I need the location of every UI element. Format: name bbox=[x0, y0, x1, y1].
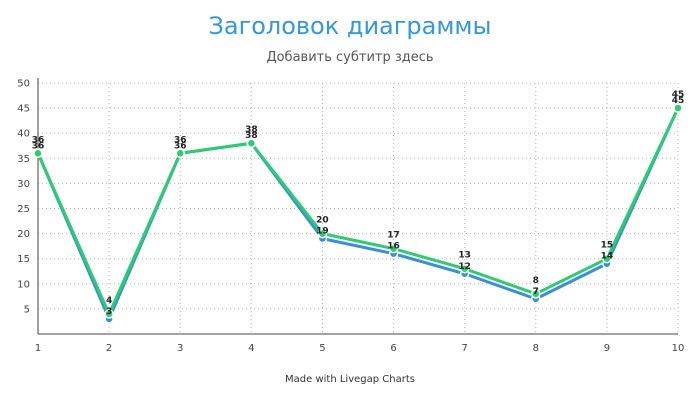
x-tick-label: 9 bbox=[604, 343, 610, 354]
data-label: 36 bbox=[32, 135, 45, 145]
data-point bbox=[602, 253, 612, 264]
data-point bbox=[459, 263, 470, 274]
axes bbox=[37, 78, 678, 335]
x-tick-label: 5 bbox=[319, 343, 325, 354]
chart-title: Заголовок диаграммы bbox=[208, 12, 492, 40]
data-label: 36 bbox=[174, 135, 187, 145]
y-tick-label: 10 bbox=[17, 279, 30, 290]
data-label: 38 bbox=[245, 131, 258, 141]
data-label: 16 bbox=[387, 242, 400, 252]
x-tick-label: 4 bbox=[248, 343, 254, 354]
data-label: 15 bbox=[601, 241, 614, 251]
y-tick-label: 15 bbox=[17, 254, 30, 265]
x-tick-label: 3 bbox=[177, 343, 183, 354]
y-tick-label: 20 bbox=[17, 229, 30, 240]
data-label: 45 bbox=[672, 90, 685, 100]
data-label: 13 bbox=[458, 251, 471, 261]
x-tick-label: 2 bbox=[106, 343, 112, 354]
y-tick-label: 45 bbox=[17, 104, 30, 115]
data-label: 19 bbox=[316, 227, 329, 237]
data-point bbox=[317, 228, 328, 239]
data-point bbox=[175, 148, 185, 159]
y-tick-label: 40 bbox=[17, 129, 30, 140]
series-line-2 bbox=[36, 107, 680, 316]
data-label: 36 bbox=[174, 141, 187, 151]
data-label: 38 bbox=[245, 125, 258, 135]
y-tick-label: 25 bbox=[17, 204, 30, 215]
y-tick-label: 5 bbox=[24, 304, 30, 315]
data-point bbox=[673, 103, 683, 113]
data-label: 8 bbox=[533, 276, 539, 286]
grid-lines bbox=[38, 82, 679, 334]
data-point bbox=[104, 309, 114, 319]
footer-credit: Made with Livegap Charts bbox=[285, 374, 415, 385]
data-label: 4 bbox=[106, 296, 112, 306]
data-point bbox=[33, 148, 43, 159]
data-label: 7 bbox=[533, 287, 539, 297]
data-label: 36 bbox=[32, 141, 45, 151]
data-labels: 36 3 36 38 19 16 12 7 14 45 36 4 36 38 20 17 13 8 15 45 bbox=[32, 90, 685, 317]
x-tick-label: 10 bbox=[672, 343, 685, 354]
x-tick-label: 1 bbox=[35, 343, 41, 354]
series-lines bbox=[33, 103, 683, 324]
data-point bbox=[388, 243, 399, 254]
x-tick-label: 8 bbox=[533, 343, 539, 354]
y-tick-label: 50 bbox=[17, 79, 30, 90]
data-label: 12 bbox=[458, 262, 471, 272]
y-tick-label: 35 bbox=[17, 154, 30, 165]
data-label: 20 bbox=[316, 216, 329, 226]
data-label: 17 bbox=[387, 231, 400, 241]
data-label: 45 bbox=[672, 96, 685, 106]
x-tick-label: 7 bbox=[461, 343, 467, 354]
data-label: 14 bbox=[601, 252, 614, 262]
series-line-1 bbox=[36, 107, 680, 321]
data-label: 3 bbox=[106, 307, 112, 317]
x-tick-label: 6 bbox=[390, 343, 396, 354]
data-point bbox=[531, 289, 541, 299]
y-tick-label: 30 bbox=[17, 179, 30, 190]
data-point bbox=[246, 138, 257, 148]
chart-subtitle: Добавить субтитр здесь bbox=[266, 50, 434, 65]
